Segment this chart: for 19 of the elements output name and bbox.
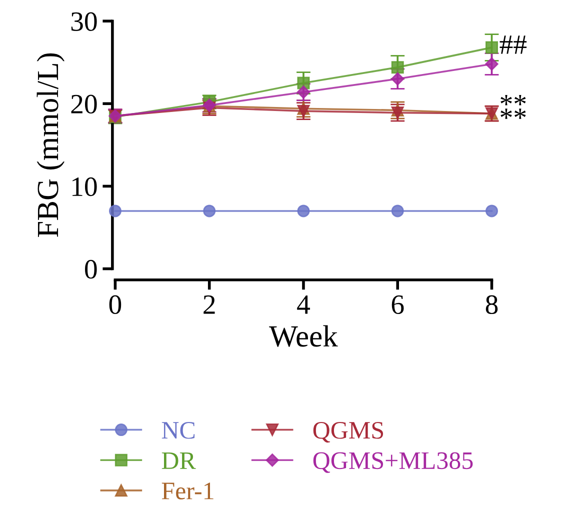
x-tick-label: 6 xyxy=(392,295,404,314)
x-tick-label: 0 xyxy=(109,295,122,314)
x-tick-label: 8 xyxy=(486,295,498,314)
y-tick-label: 20 xyxy=(71,94,97,114)
legend-label: DR xyxy=(162,452,196,469)
y-tick-label: 0 xyxy=(85,260,97,279)
x-axis-title: Week xyxy=(269,325,338,347)
text: ## xyxy=(500,36,527,54)
text: ** xyxy=(500,108,526,119)
legend-label: QGMS+ML385 xyxy=(313,452,473,473)
legend-label: Fer-1 xyxy=(162,482,214,500)
x-tick-label: 4 xyxy=(297,295,310,314)
y-tick-label: 10 xyxy=(72,177,97,196)
legend-label: NC xyxy=(162,422,195,439)
legend-label: QGMS xyxy=(313,422,384,443)
y-tick-label: 30 xyxy=(71,12,97,31)
text: ** xyxy=(500,95,526,106)
x-tick-label: 2 xyxy=(204,295,215,314)
y-axis-title: FBG (mmol/L) xyxy=(36,53,65,237)
